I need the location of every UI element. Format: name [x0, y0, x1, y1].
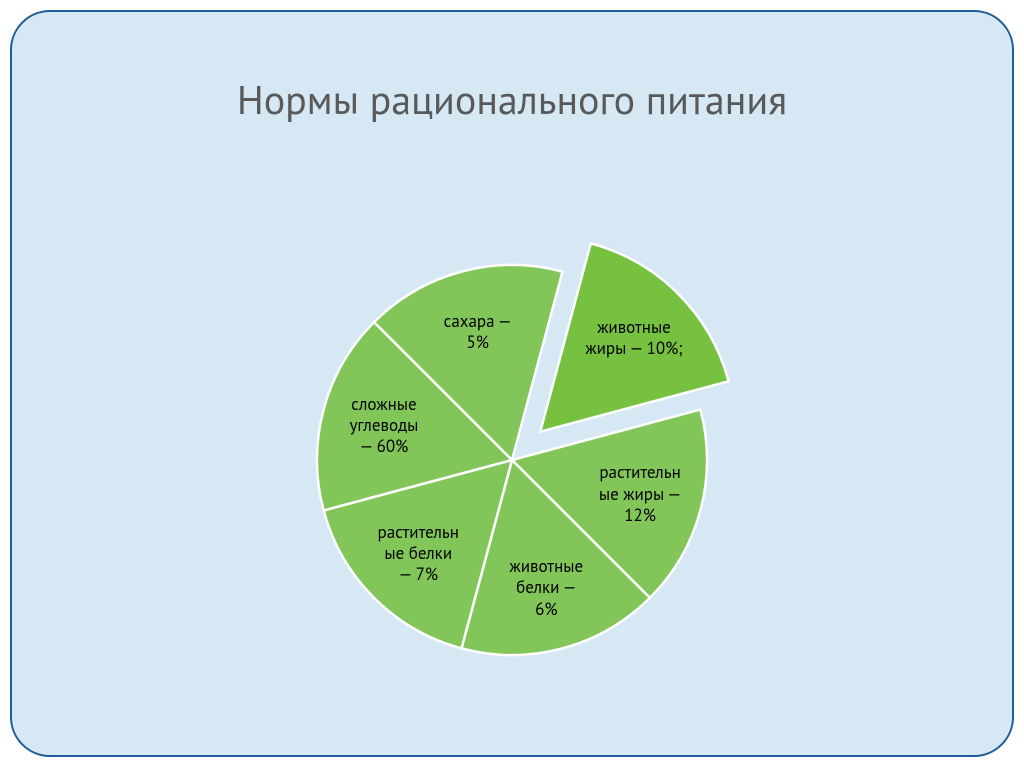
- pie-slice: [540, 243, 728, 431]
- pie-chart: [267, 215, 757, 705]
- page-title: Нормы рационального питания: [0, 74, 1024, 126]
